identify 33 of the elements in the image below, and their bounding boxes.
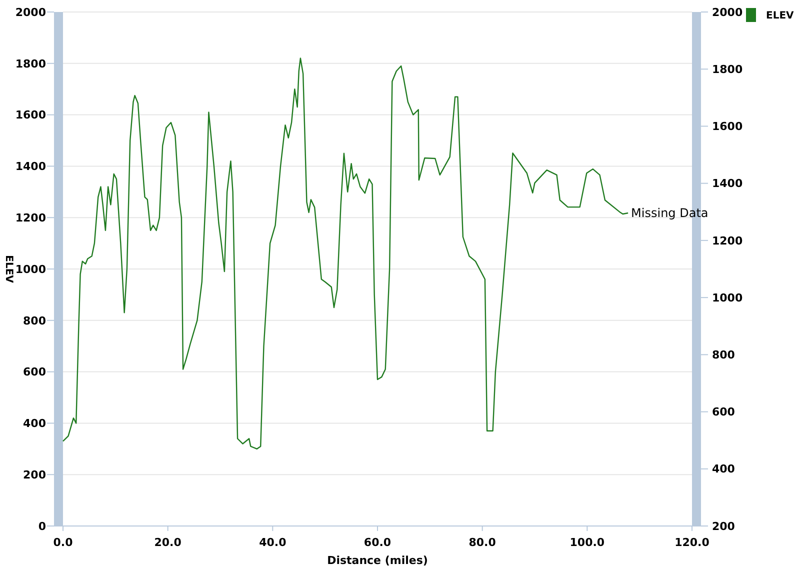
y-tick-label: 400	[23, 417, 46, 430]
x-tick-label: 120.0	[674, 536, 710, 549]
y2-tick-label: 200	[712, 520, 736, 533]
y2-tick-label: 800	[712, 348, 736, 362]
y-axis-title: ELEV	[3, 255, 14, 284]
line-series	[62, 58, 629, 450]
y-tick-label: 600	[23, 366, 46, 379]
y2-tick-label: 1600	[712, 120, 743, 134]
y-tick-label: 800	[23, 314, 46, 328]
y-tick-label: 1800	[15, 57, 46, 70]
x-tick-label: 20.0	[154, 536, 182, 549]
y2-tick-label: 400	[712, 462, 736, 476]
x-tick-label: 80.0	[468, 536, 496, 549]
x-axis-title: Distance (miles)	[327, 554, 428, 567]
y2-tick-label: 1200	[712, 234, 743, 248]
y-tick-label: 1400	[15, 160, 46, 174]
y-tick-label: 200	[23, 468, 46, 482]
y-tick-label: 1600	[15, 108, 46, 122]
y-tick-label: 1200	[15, 211, 46, 224]
annotation: Missing Data	[631, 206, 708, 220]
y2-tick-label: 1400	[712, 177, 743, 190]
x-tick-label: 0.0	[53, 536, 74, 549]
y2-tick-label: 1800	[712, 62, 743, 76]
y2-tick-label: 2000	[712, 6, 743, 19]
y2-tick-label: 600	[712, 406, 736, 419]
y-tick-label: 2000	[15, 6, 46, 19]
y-tick-label: 1000	[15, 262, 46, 276]
x-tick-label: 40.0	[259, 536, 287, 549]
legend-label: ELEV	[766, 10, 794, 22]
x-tick-label: 100.0	[570, 536, 605, 549]
y-tick-label: 0	[38, 520, 46, 533]
x-tick-label: 60.0	[364, 536, 392, 549]
y2-tick-label: 1000	[712, 291, 743, 304]
